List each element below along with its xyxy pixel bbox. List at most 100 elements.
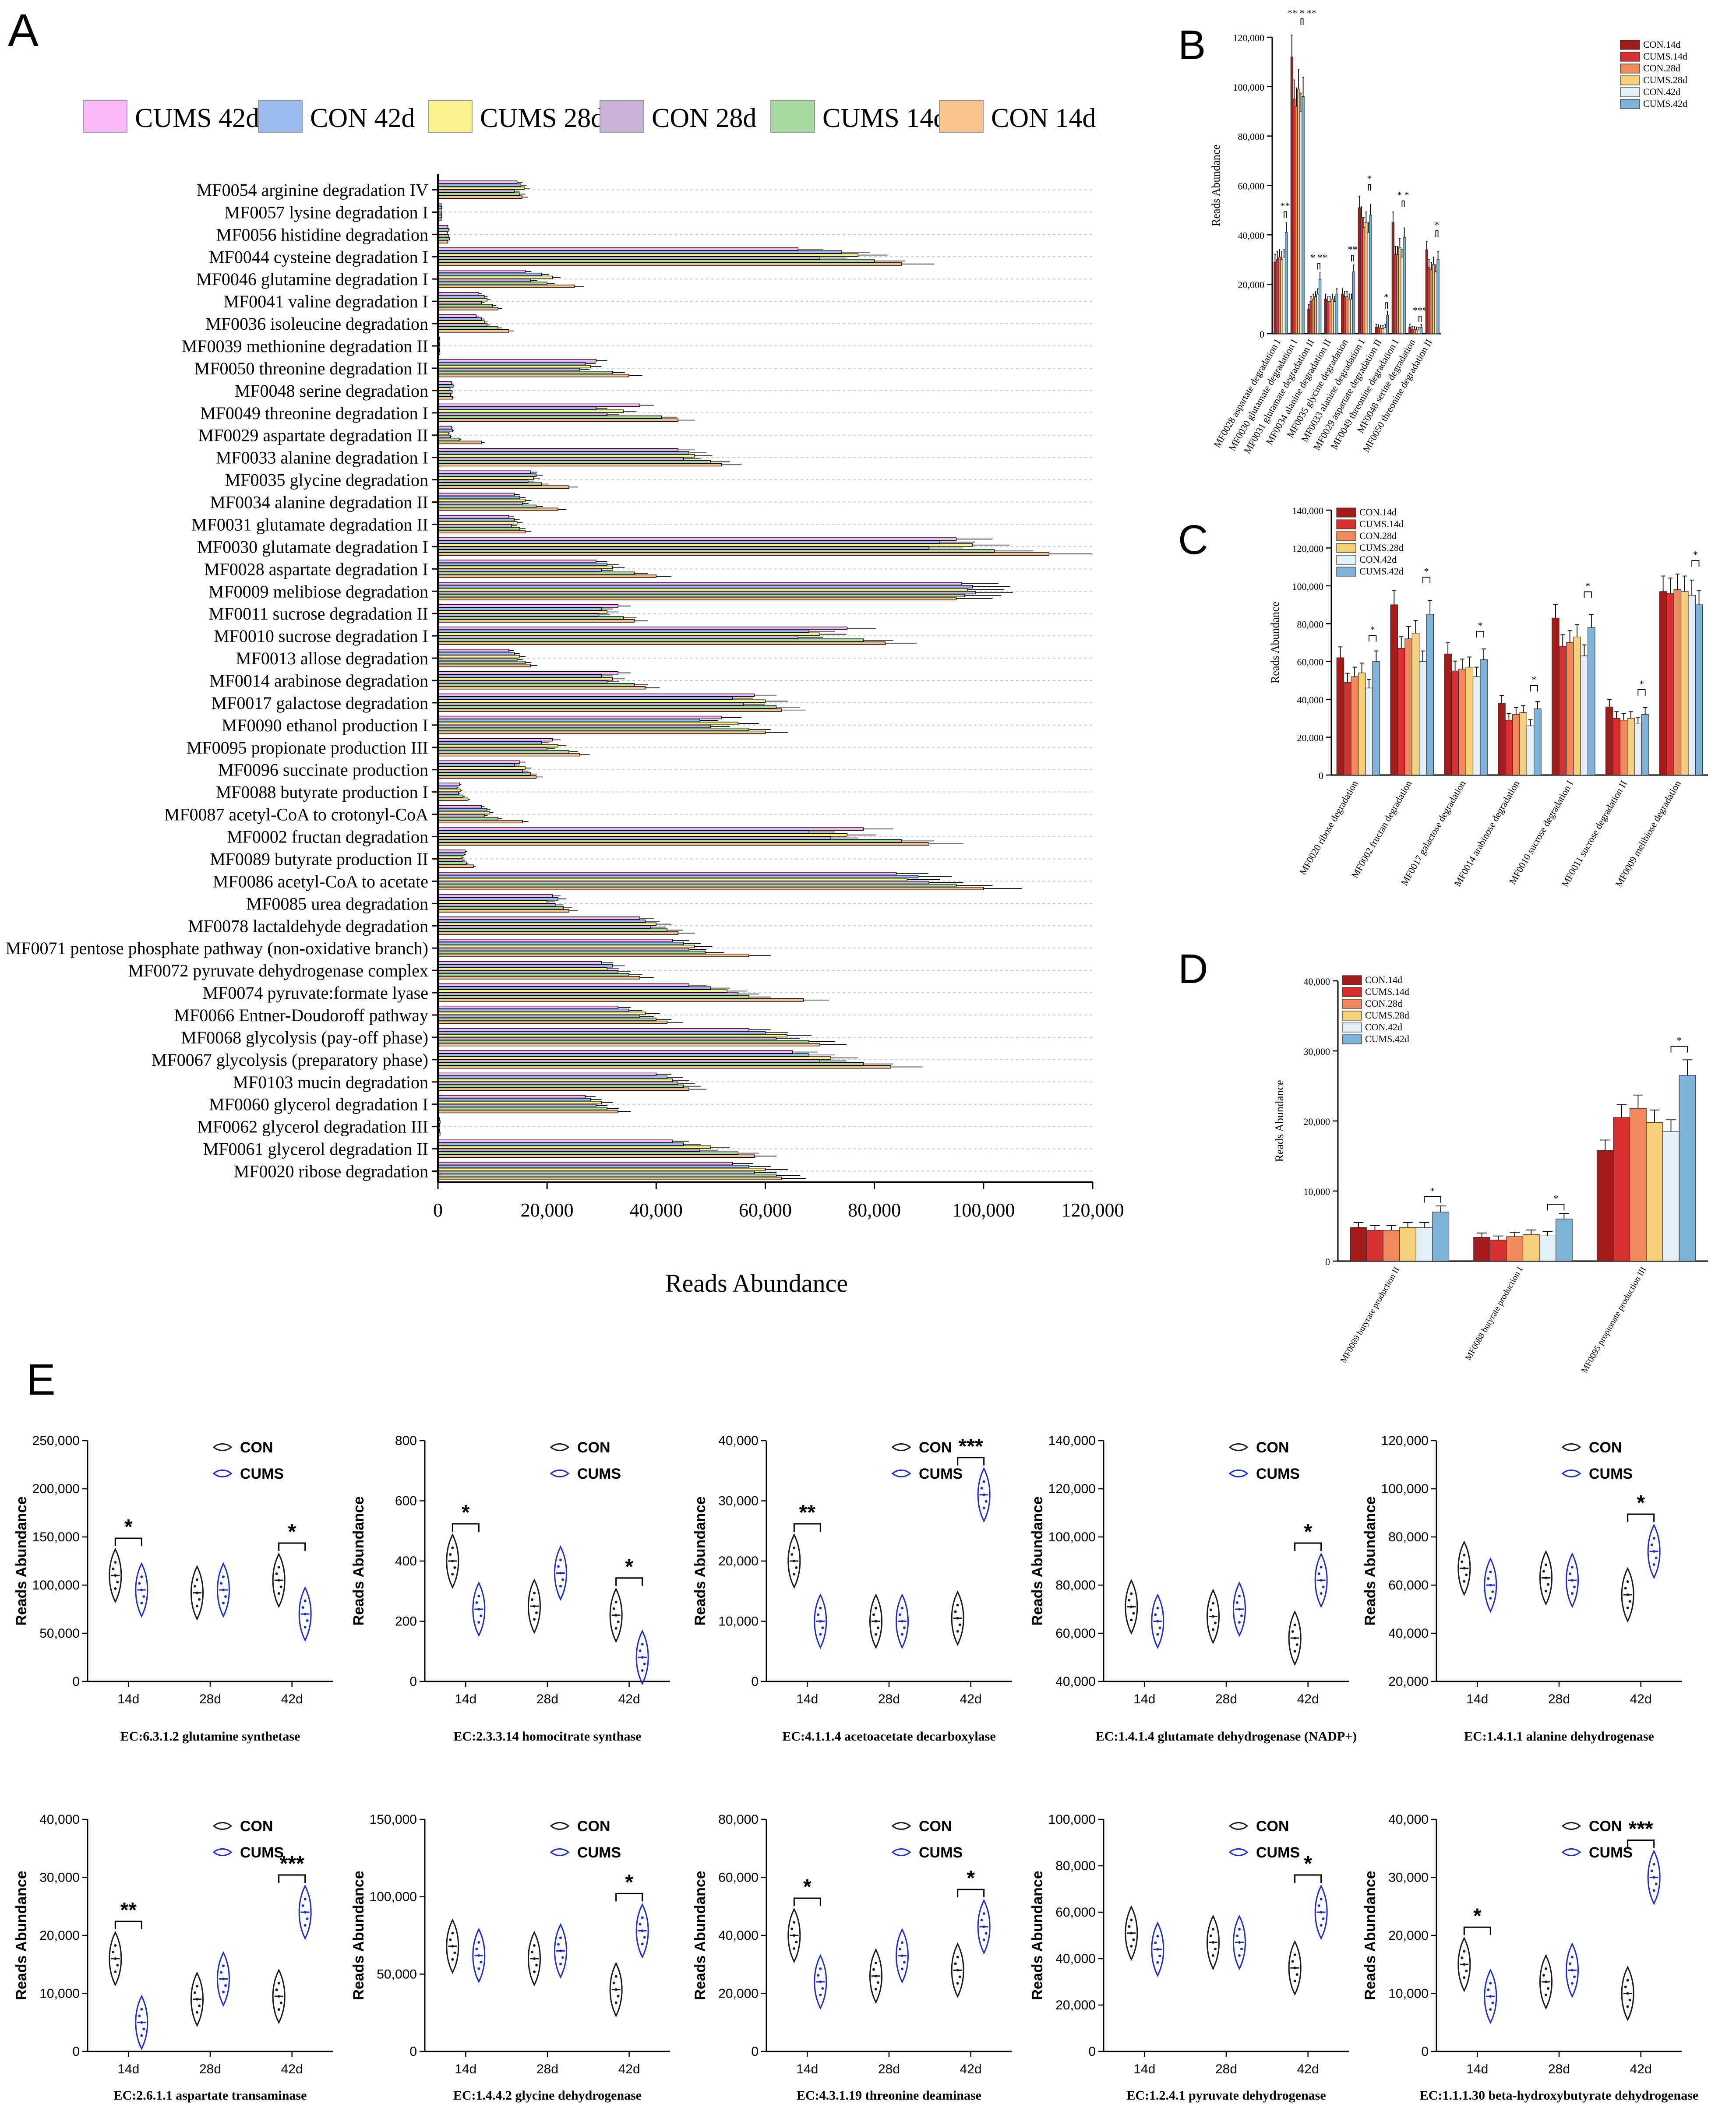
legend-label-a: CUMS 42d [135, 103, 259, 133]
bar [1383, 327, 1387, 334]
bar [1620, 720, 1628, 775]
violin-point-con [114, 1561, 117, 1564]
significance-bracket [1351, 254, 1354, 261]
y-tick-label-e: 0 [1421, 2044, 1429, 2059]
bar-a [438, 1098, 591, 1102]
violin-point-cums [984, 1500, 988, 1503]
bar [1522, 1234, 1540, 1262]
bar-a [438, 1142, 684, 1146]
bar-a [438, 658, 518, 661]
violin-point-cums [559, 1585, 562, 1588]
violin-point-con [451, 1931, 454, 1935]
violin-point-con [533, 1592, 536, 1595]
violin-point-con [875, 1620, 877, 1623]
bar [1444, 653, 1452, 775]
violin-con [1288, 1940, 1302, 1996]
bar [1324, 299, 1327, 334]
bar [1679, 1075, 1696, 1262]
violin-panel: 0 200 400 600 800 Reads Abundance 14d * 28d 42d * C… [350, 1434, 670, 1744]
bar-a [438, 292, 480, 296]
category-label-a: MF0095 propionate production III [187, 738, 428, 758]
violin-point-con [453, 1566, 456, 1569]
bar-a [438, 403, 640, 407]
y-axis-title-e: Reads Abundance [350, 1871, 367, 2000]
category-label-a: MF0030 glutamate degradation I [197, 537, 428, 557]
legend-violin-cums [550, 1470, 570, 1477]
violin-point-con [1293, 1650, 1296, 1653]
legend-violin-cums [212, 1848, 233, 1856]
violin-point-con [1291, 1960, 1294, 1963]
bar-a [438, 931, 678, 935]
bar [1425, 249, 1429, 334]
violin-point-con [614, 1988, 617, 1991]
bar-a [438, 797, 469, 801]
legend-label-e: CUMS [1256, 1844, 1300, 1861]
bar-a [438, 872, 897, 875]
y-tick-label-e: 60,000 [718, 1871, 759, 1885]
violin-point-con [1463, 1963, 1466, 1966]
bar [1505, 720, 1513, 775]
category-label-a: MF0086 acetyl-CoA to acetate [213, 871, 428, 891]
legend-violin-cums [1561, 1470, 1581, 1477]
legend-swatch [1620, 75, 1640, 85]
bar-a [438, 853, 465, 856]
bar-a [438, 250, 842, 254]
violin-cums [554, 1923, 567, 1979]
bar [1365, 222, 1368, 334]
violin-point-cums [1655, 1882, 1658, 1885]
violin-cums [1484, 1968, 1497, 2024]
violin-point-cums [559, 1949, 562, 1952]
violin-cums [1151, 1921, 1164, 1977]
violin-point-con [1295, 1643, 1298, 1646]
violin-point-con [196, 2011, 198, 2014]
y-tick-label: 100,000 [1292, 581, 1324, 592]
bar-a [438, 192, 520, 196]
bar-a [438, 677, 613, 681]
bar-a [438, 256, 820, 260]
bar [1329, 301, 1332, 334]
violin-panel-title: EC:4.1.1.4 acetoacetate decarboxylase [782, 1729, 995, 1744]
bar-a [438, 282, 547, 285]
bar-a [438, 435, 451, 438]
violin-point-con [1545, 1967, 1547, 1970]
legend-label-e: CUMS [919, 1466, 963, 1482]
legend-violin-cums [891, 1470, 911, 1477]
violin-point-cums [1322, 1586, 1325, 1588]
bar-a [438, 671, 618, 675]
y-axis-title-e: Reads Abundance [1029, 1871, 1046, 2000]
bar [1276, 259, 1279, 334]
violin-con [1125, 1579, 1138, 1635]
violin-point-cums [1240, 1614, 1243, 1617]
bar-a [438, 568, 602, 572]
bar [1430, 269, 1433, 334]
y-tick-label-e: 50,000 [377, 1967, 417, 1981]
violin-point-cums [982, 1938, 985, 1942]
bar-a [438, 817, 498, 821]
violin-point-cums [1489, 1995, 1492, 1998]
bar-a [438, 1062, 864, 1066]
significance-bracket [1401, 200, 1405, 207]
significance-label: ** [1348, 244, 1358, 255]
violin-point-cums [1238, 1595, 1241, 1597]
category-label-a: MF0078 lactaldehyde degradation [188, 916, 428, 936]
bar-a [438, 493, 515, 497]
y-tick-label: 0 [1325, 1256, 1330, 1267]
y-tick-label-e: 150,000 [370, 1812, 417, 1827]
x-tick-label-e: 28d [1548, 1692, 1570, 1706]
bar-a [438, 560, 596, 563]
bar [1408, 327, 1411, 334]
category-label-a: MF0049 threonine degradation I [200, 403, 428, 423]
violin-point-cums [1650, 1544, 1653, 1546]
category-label-a: MF0048 serine degradation [235, 381, 428, 401]
violin-point-cums [475, 1601, 478, 1604]
bar-a [438, 426, 452, 430]
violin-point-cums [477, 1967, 480, 1970]
y-tick-label: 40,000 [1238, 230, 1265, 241]
violin-point-con [112, 1951, 115, 1953]
y-tick-label-e: 10,000 [39, 1987, 80, 2001]
violin-panel-title: EC:4.3.1.19 threonine deaminase [797, 2088, 981, 2103]
legend-swatch [1620, 52, 1640, 62]
bar-a [438, 616, 624, 620]
legend-label-e: CUMS [577, 1844, 621, 1861]
significance-bracket-e [793, 1523, 821, 1532]
